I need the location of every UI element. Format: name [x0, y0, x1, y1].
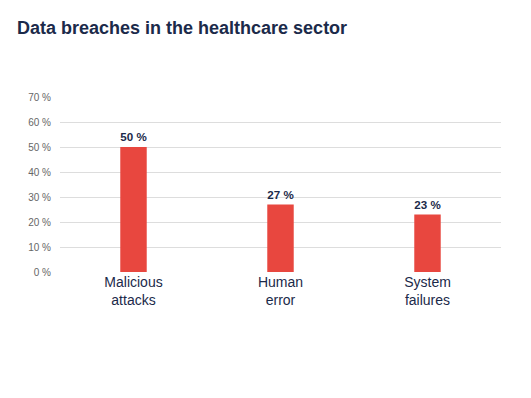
svg-text:23 %: 23 %: [414, 198, 440, 211]
svg-text:Data breaches in the healthcar: Data breaches in the healthcare sector: [17, 18, 347, 38]
svg-text:Humanerror: Humanerror: [258, 274, 303, 308]
svg-text:50 %: 50 %: [120, 130, 146, 143]
svg-text:70 %: 70 %: [28, 92, 51, 103]
svg-text:0 %: 0 %: [34, 267, 51, 278]
svg-text:40 %: 40 %: [28, 167, 51, 178]
svg-text:Maliciousattacks: Maliciousattacks: [104, 274, 162, 308]
svg-text:20 %: 20 %: [28, 217, 51, 228]
svg-text:60 %: 60 %: [28, 117, 51, 128]
svg-text:30 %: 30 %: [28, 192, 51, 203]
svg-text:50 %: 50 %: [28, 142, 51, 153]
svg-text:Systemfailures: Systemfailures: [404, 274, 451, 308]
svg-text:27 %: 27 %: [267, 188, 293, 201]
svg-text:10 %: 10 %: [28, 242, 51, 253]
